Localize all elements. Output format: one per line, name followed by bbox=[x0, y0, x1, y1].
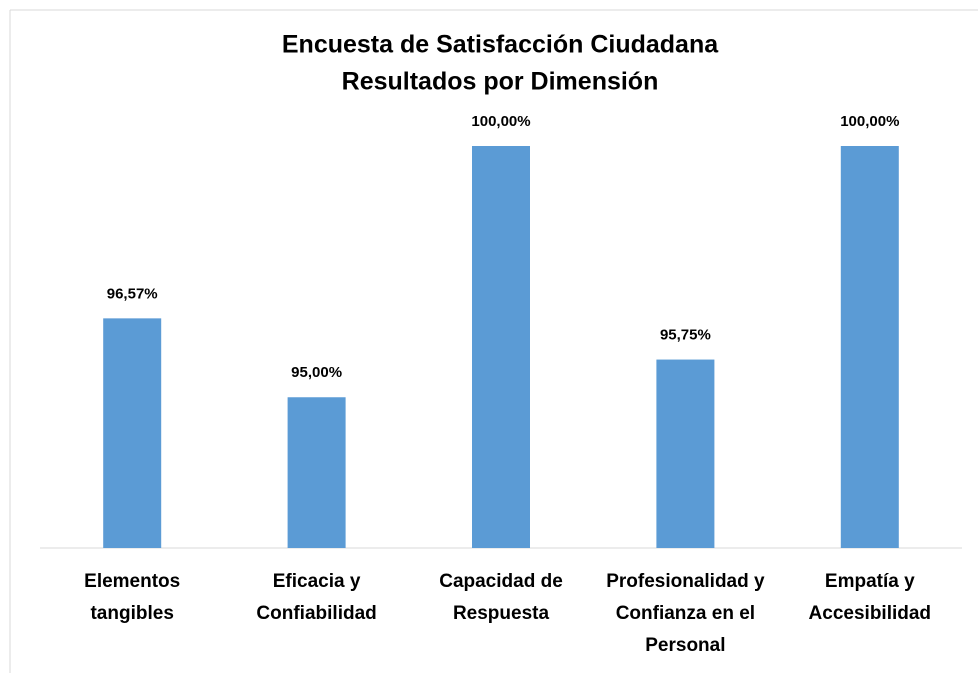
data-label: 100,00% bbox=[471, 113, 530, 130]
chart-subtitle: Resultados por Dimensión bbox=[342, 68, 659, 96]
bar bbox=[472, 146, 530, 548]
data-label: 96,57% bbox=[107, 285, 158, 302]
x-tick-label: Capacidad de Respuesta bbox=[439, 571, 563, 624]
data-label: 100,00% bbox=[840, 113, 899, 130]
bar bbox=[656, 359, 715, 548]
data-label: 95,75% bbox=[660, 327, 711, 344]
bar bbox=[103, 318, 162, 548]
x-tick-label: Profesionalidad y Confianza en el Person… bbox=[606, 571, 765, 656]
x-tick-label: Elementos tangibles bbox=[84, 571, 181, 624]
bar bbox=[840, 146, 899, 548]
data-label: 95,00% bbox=[291, 364, 342, 381]
chart-title: Encuesta de Satisfacción Ciudadana bbox=[282, 31, 719, 59]
x-tick-label: Eficacia y Confiabilidad bbox=[256, 571, 377, 624]
bar bbox=[287, 397, 346, 548]
x-tick-label: Empatía y Accesibilidad bbox=[808, 571, 932, 624]
